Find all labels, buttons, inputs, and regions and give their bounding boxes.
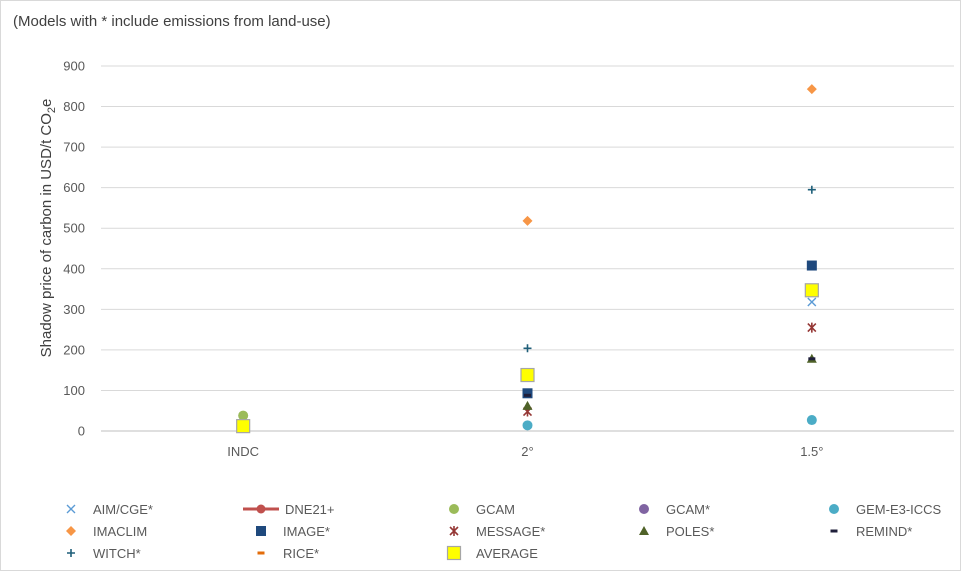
legend-label: GCAM* — [666, 502, 710, 517]
data-point — [524, 393, 531, 397]
data-point — [808, 357, 816, 361]
y-tick-label: 600 — [63, 180, 85, 195]
data-point — [523, 344, 532, 353]
legend-item: GCAM* — [639, 502, 710, 517]
data-point — [520, 367, 535, 383]
legend-item: AIM/CGE* — [66, 502, 153, 517]
y-tick-label: 400 — [63, 261, 85, 276]
legend-label: AVERAGE — [476, 546, 538, 561]
legend-item: AVERAGE — [446, 545, 538, 561]
legend-item: DNE21+ — [243, 502, 335, 517]
legend-label: GCAM — [476, 502, 515, 517]
data-point — [807, 297, 817, 307]
data-points — [236, 84, 819, 434]
legend-item: GEM-E3-ICCS — [829, 502, 942, 517]
legend-label: REMIND* — [856, 524, 912, 539]
y-tick-labels: 0 100 200 300 400 500 600 700 800 900 — [63, 59, 85, 439]
x-tick-labels: INDC 2° 1.5° — [227, 444, 823, 459]
legend-label: AIM/CGE* — [93, 502, 153, 517]
legend: AIM/CGE* DNE21+ GCAM GCAM* GEM-E3-ICCS IMACLI… — [66, 502, 942, 561]
legend-label: MESSAGE* — [476, 524, 545, 539]
data-point — [522, 400, 533, 410]
x-tick-label: INDC — [227, 444, 259, 459]
y-tick-label: 800 — [63, 99, 85, 114]
legend-item: POLES* — [639, 524, 714, 539]
legend-marker — [66, 526, 76, 536]
legend-label: GEM-E3-ICCS — [856, 502, 942, 517]
data-point — [806, 260, 817, 271]
legend-item: MESSAGE* — [449, 524, 545, 539]
legend-item: IMACLIM — [66, 524, 147, 539]
legend-item: WITCH* — [67, 546, 141, 561]
data-point — [522, 420, 533, 431]
x-tick-label: 2° — [521, 444, 533, 459]
data-point — [238, 410, 249, 421]
legend-marker — [449, 504, 459, 514]
x-tick-label: 1.5° — [800, 444, 823, 459]
legend-marker — [243, 504, 279, 514]
chart-annotation: (Models with * include emissions from la… — [13, 13, 331, 30]
legend-marker — [830, 529, 838, 533]
y-tick-label: 200 — [63, 342, 85, 357]
legend-item: GCAM — [449, 502, 515, 517]
legend-item: RICE* — [257, 546, 319, 561]
data-point — [522, 388, 533, 399]
legend-marker — [66, 504, 76, 514]
legend-label: POLES* — [666, 524, 714, 539]
legend-marker — [256, 526, 266, 536]
data-point — [236, 419, 251, 434]
legend-label: DNE21+ — [285, 502, 335, 517]
legend-item: IMAGE* — [256, 524, 330, 539]
legend-marker — [257, 551, 265, 555]
legend-label: RICE* — [283, 546, 319, 561]
data-point — [807, 322, 817, 333]
y-axis-label: Shadow price of carbon in USD/t CO2e — [38, 99, 58, 358]
y-tick-label: 100 — [63, 383, 85, 398]
legend-marker — [639, 526, 649, 535]
legend-marker — [639, 504, 649, 514]
legend-label: WITCH* — [93, 546, 141, 561]
y-tick-label: 900 — [63, 59, 85, 74]
legend-marker — [829, 504, 839, 514]
legend-marker — [446, 545, 462, 561]
data-point — [807, 185, 816, 194]
data-point — [522, 215, 533, 226]
gridlines — [101, 65, 954, 432]
legend-marker — [67, 549, 75, 557]
legend-item: REMIND* — [830, 524, 912, 539]
y-tick-label: 0 — [78, 424, 85, 439]
data-point — [804, 283, 819, 298]
y-tick-label: 700 — [63, 140, 85, 155]
legend-label: IMAGE* — [283, 524, 330, 539]
data-point — [806, 415, 817, 426]
legend-label: IMACLIM — [93, 524, 147, 539]
y-tick-label: 300 — [63, 302, 85, 317]
data-point — [806, 84, 817, 95]
legend-marker — [449, 526, 459, 536]
y-tick-label: 500 — [63, 221, 85, 236]
